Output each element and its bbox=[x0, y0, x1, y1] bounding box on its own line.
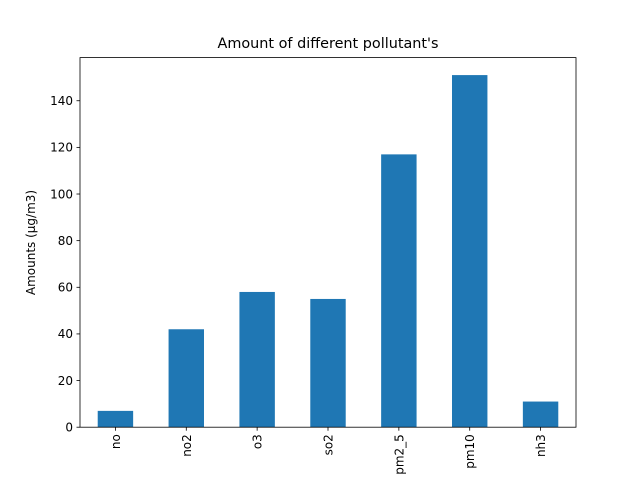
y-axis-label: Amounts (µg/m3) bbox=[24, 190, 38, 295]
x-tick-label-no: no bbox=[109, 434, 123, 449]
y-tick-label: 140 bbox=[50, 94, 73, 108]
x-tick-label-o3: o3 bbox=[251, 434, 265, 449]
y-ticks-group: 0 20 40 60 80 100 120 140 bbox=[50, 94, 80, 435]
bar-no bbox=[97, 410, 134, 428]
y-tick-label: 80 bbox=[58, 234, 73, 248]
bar-so2 bbox=[310, 298, 346, 428]
y-tick-label: 0 bbox=[65, 421, 73, 435]
x-tick-label-no2: no2 bbox=[180, 434, 194, 457]
bar-nh3 bbox=[522, 401, 559, 428]
x-tick-label-so2: so2 bbox=[322, 434, 336, 455]
y-tick-label: 20 bbox=[58, 374, 73, 388]
bar-no2 bbox=[168, 329, 204, 428]
bar-pm2_5 bbox=[381, 154, 417, 428]
x-tick-label-pm2_5: pm2_5 bbox=[392, 434, 406, 475]
y-tick-label: 120 bbox=[50, 141, 73, 155]
x-tick-label-nh3: nh3 bbox=[534, 434, 548, 457]
x-tick-label-pm10: pm10 bbox=[463, 434, 477, 469]
bar-pm10 bbox=[452, 75, 488, 428]
x-ticks-group: no no2 o3 so2 pm2_5 pm10 nh3 bbox=[109, 427, 548, 475]
plot-frame bbox=[79, 57, 577, 428]
chart-title: Amount of different pollutant's bbox=[218, 36, 439, 52]
bars-group bbox=[97, 75, 559, 428]
y-tick-label: 60 bbox=[58, 281, 73, 295]
y-tick-label: 100 bbox=[50, 187, 73, 201]
bar-o3 bbox=[239, 291, 275, 428]
y-tick-label: 40 bbox=[58, 327, 73, 341]
